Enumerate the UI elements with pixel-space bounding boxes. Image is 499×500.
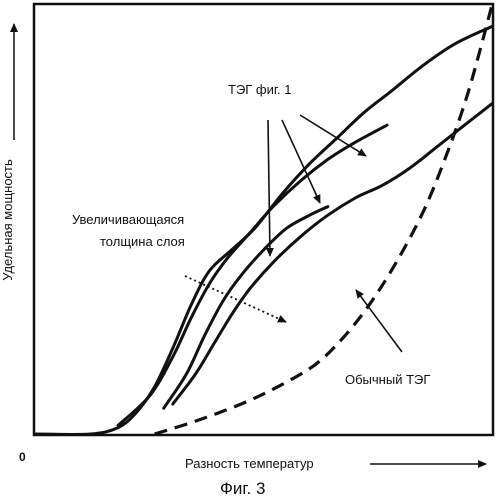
annotation-layer-thickness-line1: Увеличивающаяся — [72, 212, 184, 227]
x-axis-label: Разность температур — [185, 456, 314, 471]
teg-fig1-arrow-1 — [268, 120, 270, 256]
annotation-conventional-teg: Обычный ТЭГ — [345, 372, 430, 387]
origin-label: 0 — [19, 450, 26, 464]
conventional-teg-arrow — [356, 290, 402, 352]
y-axis-label: Удельная мощность — [0, 159, 15, 281]
annotation-layer-thickness: Увеличивающаяся толщина слоя — [72, 212, 188, 249]
series-line-4 — [173, 104, 492, 404]
figure-caption: Фиг. 3 — [220, 479, 265, 498]
annotation-layer-thickness-line2: толщина слоя — [100, 234, 185, 249]
annotation-teg-fig1: ТЭГ фиг. 1 — [228, 82, 292, 97]
